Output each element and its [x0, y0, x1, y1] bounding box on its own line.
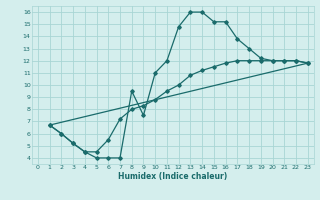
- X-axis label: Humidex (Indice chaleur): Humidex (Indice chaleur): [118, 172, 228, 181]
